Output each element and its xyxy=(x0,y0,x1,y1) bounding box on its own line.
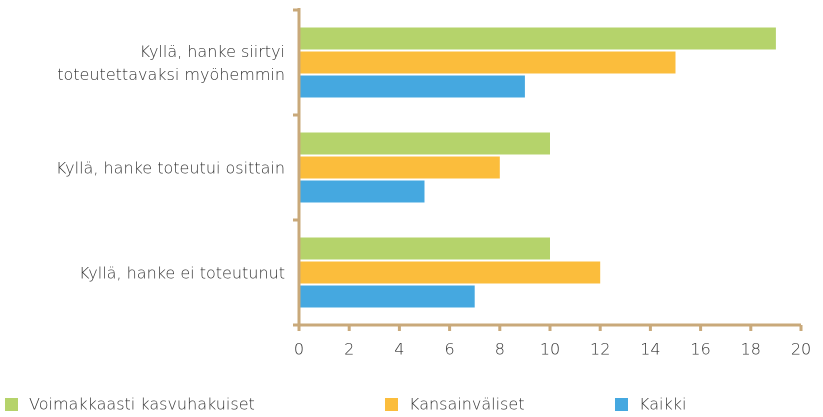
x-tick-label: 12 xyxy=(590,340,610,359)
x-tick-label: 8 xyxy=(495,340,505,359)
y-tick-label: Kyllä, hanke ei toteutunut xyxy=(78,263,285,282)
x-tick-label: 6 xyxy=(445,340,455,359)
x-tick-label: 0 xyxy=(294,340,304,359)
bar xyxy=(299,285,475,308)
x-tick-label: 10 xyxy=(540,340,560,359)
legend-label: Kansainväliset xyxy=(409,395,525,414)
legend-label: Voimakkaasti kasvuhakuiset xyxy=(29,395,255,414)
legend-swatch xyxy=(385,398,398,411)
bar xyxy=(299,75,525,98)
x-tick-label: 20 xyxy=(791,340,811,359)
bar xyxy=(299,132,550,155)
legend-label: Kaikki xyxy=(639,395,686,414)
legend-swatch xyxy=(615,398,628,411)
bar xyxy=(299,27,776,50)
y-tick-label: Kyllä, hanke siirtyi toteutettavaksi myö… xyxy=(57,41,285,84)
bar xyxy=(299,51,676,74)
x-tick-label: 18 xyxy=(741,340,761,359)
x-tick-label: 4 xyxy=(394,340,404,359)
bar xyxy=(299,180,425,203)
bar xyxy=(299,237,550,260)
y-tick-label: Kyllä, hanke toteutui osittain xyxy=(55,158,285,177)
x-tick-label: 14 xyxy=(640,340,660,359)
bar xyxy=(299,261,601,284)
x-tick-label: 16 xyxy=(690,340,710,359)
bar xyxy=(299,156,500,179)
x-tick-label: 2 xyxy=(344,340,354,359)
legend-swatch xyxy=(5,398,18,411)
